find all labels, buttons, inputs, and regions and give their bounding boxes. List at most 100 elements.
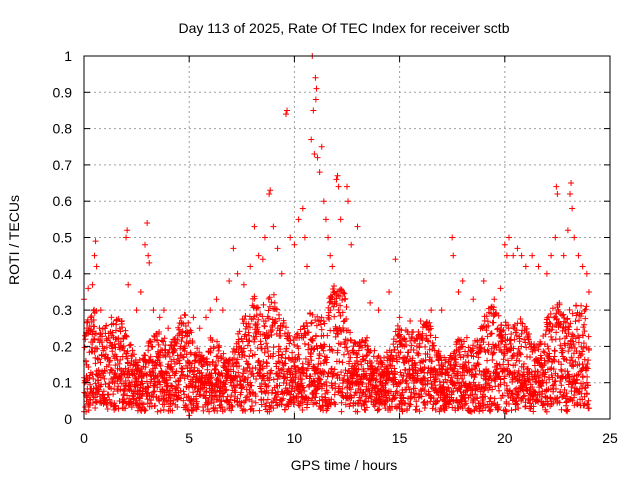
data-point xyxy=(247,263,254,270)
data-point xyxy=(521,392,528,399)
data-point xyxy=(459,405,466,412)
data-point xyxy=(356,394,363,401)
data-point xyxy=(239,351,246,358)
data-point xyxy=(407,317,414,324)
data-point xyxy=(549,305,556,312)
data-point xyxy=(496,387,503,394)
data-point xyxy=(577,313,584,320)
data-point xyxy=(115,335,122,342)
data-point xyxy=(111,341,118,348)
data-point xyxy=(329,293,336,300)
data-point xyxy=(307,310,314,317)
data-point xyxy=(238,399,245,406)
data-point xyxy=(270,344,277,351)
data-point xyxy=(277,332,284,339)
data-point xyxy=(523,344,530,351)
data-point xyxy=(327,252,334,259)
data-point xyxy=(505,322,512,329)
data-point xyxy=(272,318,279,325)
data-point xyxy=(318,326,325,333)
data-point xyxy=(390,341,397,348)
data-point xyxy=(320,347,327,354)
data-point xyxy=(546,355,553,362)
data-point xyxy=(257,385,264,392)
data-point xyxy=(559,347,566,354)
data-point xyxy=(170,356,177,363)
data-point xyxy=(184,332,191,339)
data-point xyxy=(445,372,452,379)
data-point xyxy=(428,307,435,314)
data-point xyxy=(283,380,290,387)
data-point xyxy=(262,317,269,324)
data-point xyxy=(512,387,519,394)
data-point xyxy=(255,357,262,364)
data-point xyxy=(472,371,479,378)
data-point xyxy=(112,362,119,369)
data-point xyxy=(229,403,236,410)
data-point xyxy=(268,299,275,306)
data-point xyxy=(442,359,449,366)
data-point xyxy=(295,216,302,223)
data-point xyxy=(144,219,151,226)
data-point xyxy=(477,403,484,410)
data-point xyxy=(128,404,135,411)
data-point xyxy=(491,296,498,303)
data-point xyxy=(427,332,434,339)
data-point xyxy=(410,328,417,335)
data-point xyxy=(148,397,155,404)
data-point xyxy=(569,357,576,364)
data-point xyxy=(357,397,364,404)
data-point xyxy=(296,366,303,373)
data-point xyxy=(270,223,277,230)
data-point xyxy=(283,345,290,352)
data-point xyxy=(284,387,291,394)
data-point xyxy=(508,331,515,338)
data-point xyxy=(342,340,349,347)
data-point xyxy=(406,371,413,378)
data-point xyxy=(434,397,441,404)
data-point xyxy=(364,334,371,341)
data-point xyxy=(284,374,291,381)
data-point xyxy=(387,407,394,414)
data-point xyxy=(485,348,492,355)
data-point xyxy=(167,374,174,381)
data-point xyxy=(469,386,476,393)
data-point xyxy=(95,377,102,384)
data-point xyxy=(542,359,549,366)
data-point xyxy=(421,387,428,394)
data-point xyxy=(475,381,482,388)
data-point xyxy=(174,384,181,391)
data-point xyxy=(584,365,591,372)
data-point xyxy=(209,358,216,365)
data-point xyxy=(513,327,520,334)
data-point xyxy=(338,369,345,376)
data-point xyxy=(104,405,111,412)
data-point xyxy=(137,369,144,376)
data-point xyxy=(149,343,156,350)
data-point xyxy=(392,394,399,401)
data-point xyxy=(188,329,195,336)
data-point xyxy=(169,407,176,414)
data-point xyxy=(193,398,200,405)
data-point xyxy=(288,365,295,372)
data-point xyxy=(98,352,105,359)
data-point xyxy=(450,388,457,395)
y-tick-label: 0.6 xyxy=(53,193,73,209)
data-point xyxy=(429,405,436,412)
data-point xyxy=(317,406,324,413)
data-point xyxy=(546,319,553,326)
data-point xyxy=(418,379,425,386)
data-point xyxy=(218,369,225,376)
data-point xyxy=(550,356,557,363)
data-point xyxy=(168,382,175,389)
data-point xyxy=(236,328,243,335)
data-point xyxy=(496,403,503,410)
data-point xyxy=(91,348,98,355)
data-point xyxy=(559,374,566,381)
data-point xyxy=(167,395,174,402)
data-point xyxy=(230,345,237,352)
data-point xyxy=(301,234,308,241)
data-point xyxy=(165,361,172,368)
data-point xyxy=(133,307,140,314)
data-point xyxy=(105,362,112,369)
